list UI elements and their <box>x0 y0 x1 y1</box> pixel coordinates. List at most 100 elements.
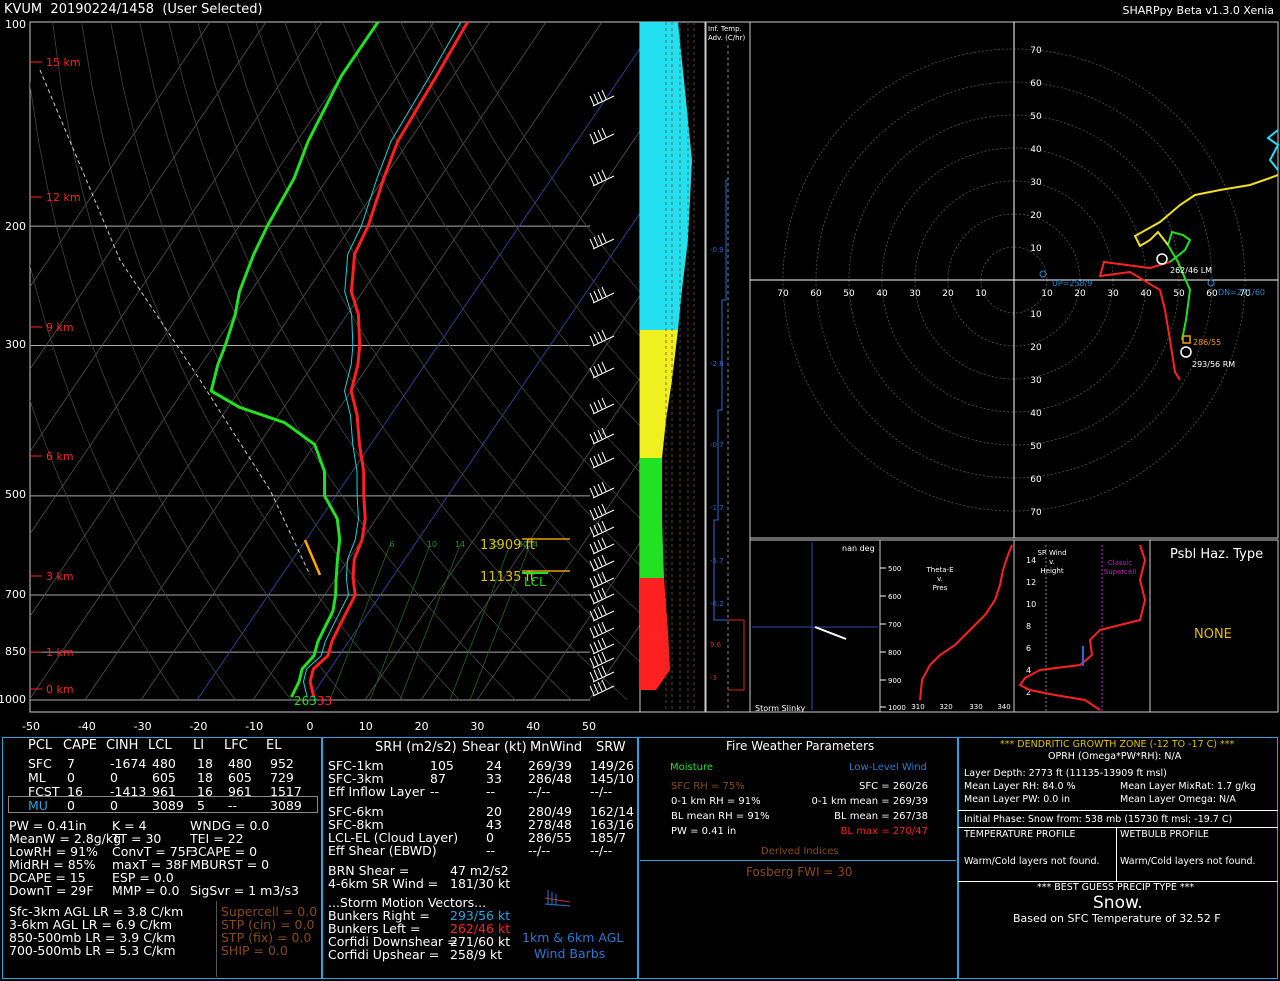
temp-tick-label: -20 <box>189 720 207 733</box>
fire-left: SFC RH = 75% <box>671 781 745 792</box>
parcel-header: LFC <box>224 738 248 753</box>
wind-barb-feather <box>601 89 607 100</box>
thetae-ylabel: 900 <box>888 677 901 685</box>
parcel-cell: 0 <box>110 798 118 813</box>
wind-barb-feather <box>589 577 595 588</box>
parcel-cell: 3089 <box>270 798 302 813</box>
dgz-best-note: Based on SFC Temperature of 32.52 F <box>1013 912 1221 925</box>
height-label: 3 km <box>46 570 74 583</box>
thetae-title: Pres <box>933 584 948 592</box>
brn-label: BRN Shear = <box>328 863 410 878</box>
isotherm <box>30 22 323 453</box>
kin-header: MnWind <box>530 740 583 755</box>
parcel-cell: -- <box>228 798 238 813</box>
kin-cell: -- <box>430 784 440 799</box>
wind-barb-feather <box>589 509 595 520</box>
parcel-cell: 0 <box>110 770 118 785</box>
temp-tick-label: 50 <box>582 720 596 733</box>
dgz-segment <box>303 539 322 576</box>
wind-barb-feather <box>601 232 607 243</box>
rm-label: 293/56 RM <box>1192 360 1235 369</box>
wind-barb-feather <box>601 621 607 632</box>
parcel-cell: ML <box>28 770 46 785</box>
wind-barb-feather <box>589 175 595 186</box>
dgz-panel <box>958 737 1278 979</box>
height-label: 15 km <box>46 56 81 69</box>
srwind-ylabel: 8 <box>1026 622 1031 631</box>
wind-barb-feather <box>597 589 603 600</box>
thetae-line <box>919 544 1013 701</box>
parcel-cell: FCST <box>28 784 60 799</box>
srwind-frame <box>1013 539 1151 713</box>
pressure-label: 850 <box>5 645 26 658</box>
hodo-ring-label: 30 <box>909 289 921 299</box>
kin-cell: 43 <box>486 817 502 832</box>
thermo-col1: LowRH = 91% <box>9 844 98 859</box>
dgz-oprh: OPRH (Omega*PW*RH): N/A <box>1048 751 1182 762</box>
temp-tick-label: 0 <box>307 720 314 733</box>
thetae-xlabel: 310 <box>911 703 924 711</box>
dgz-wb-header: WETBULB PROFILE <box>1120 829 1209 840</box>
thetae-xlabel: 340 <box>997 703 1010 711</box>
kin-cell: 286/55 <box>528 830 572 845</box>
mixratio-line <box>369 544 431 701</box>
wind-barb-feather <box>601 329 607 340</box>
kin-cell: 278/48 <box>528 817 572 832</box>
parcel-cell: 3089 <box>152 798 184 813</box>
kin-cell: --/-- <box>590 784 613 799</box>
hodo-red <box>1098 260 1181 381</box>
severe-index: STP (cin) = 0.0 <box>221 917 315 932</box>
kin-header: SRH (m2/s2) <box>375 740 457 755</box>
infl-label: -2.6 <box>710 360 724 368</box>
wind-barb-feather <box>593 591 599 602</box>
wind-barb-feather <box>589 133 595 144</box>
parcel-cell: 18 <box>197 770 213 785</box>
ptype-green <box>640 458 664 578</box>
wind-barb-feather <box>589 610 595 621</box>
dry-adiabat <box>52 22 348 701</box>
wind-barb <box>592 133 615 145</box>
wind-barb <box>592 335 615 347</box>
hodo-ring-label: 10 <box>1030 244 1042 254</box>
wind-barb-feather <box>597 129 603 140</box>
dgz-depth: Layer Depth: 2773 ft (11135-13909 ft msl… <box>964 768 1167 779</box>
srwind-classic: Supercell <box>1104 568 1136 576</box>
infl-label: -1.7 <box>710 504 724 512</box>
lapse-rate: Sfc-3km AGL LR = 3.8 C/km <box>9 904 184 919</box>
temp-tick-label: -10 <box>245 720 263 733</box>
wind-barb <box>592 403 615 415</box>
wind-barb <box>592 543 615 555</box>
parcel-cell: 5 <box>197 798 205 813</box>
thermo-panel <box>2 737 322 979</box>
sm-label: Bunkers Left = <box>328 921 421 936</box>
dgz-init: Initial Phase: Snow from: 538 mb (15730 … <box>964 814 1233 825</box>
wind-barb-feather <box>589 292 595 303</box>
wind-barb-feather <box>601 554 607 565</box>
version-label: SHARPpy Beta v1.3.0 Xenia <box>1122 4 1274 17</box>
mixratio-line <box>329 544 391 701</box>
kin-cell: LCL-EL (Cloud Layer) <box>328 830 459 845</box>
wind-barb-feather <box>601 286 607 297</box>
wind-barb <box>592 657 615 669</box>
parcel-cell: 1517 <box>270 784 302 799</box>
parcel-cell: -1674 <box>110 756 147 771</box>
mixratio-label: 30 <box>518 540 528 549</box>
wind-barb-feather <box>593 401 599 412</box>
wind-barb-feather <box>601 397 607 408</box>
parcel-cell: 0 <box>67 770 75 785</box>
srwind-ylabel: 6 <box>1026 644 1031 653</box>
wetbulb-line <box>303 22 462 698</box>
wind-barb-feather <box>589 457 595 468</box>
wind-barb-feather <box>589 335 595 346</box>
wind-barb-feather <box>593 93 599 104</box>
wind-barb-feather <box>593 290 599 301</box>
hodo-ring-label: 40 <box>1030 409 1042 419</box>
wind-barb <box>592 560 615 572</box>
wind-barb-feather <box>593 236 599 247</box>
thetae-ylabel: 500 <box>888 565 901 573</box>
isotherm <box>532 541 640 701</box>
temp-tick-label: -40 <box>78 720 96 733</box>
mixratio-label: 14 <box>455 540 465 549</box>
thetae-ylabel: 700 <box>888 621 901 629</box>
dry-adiabat <box>30 399 180 701</box>
